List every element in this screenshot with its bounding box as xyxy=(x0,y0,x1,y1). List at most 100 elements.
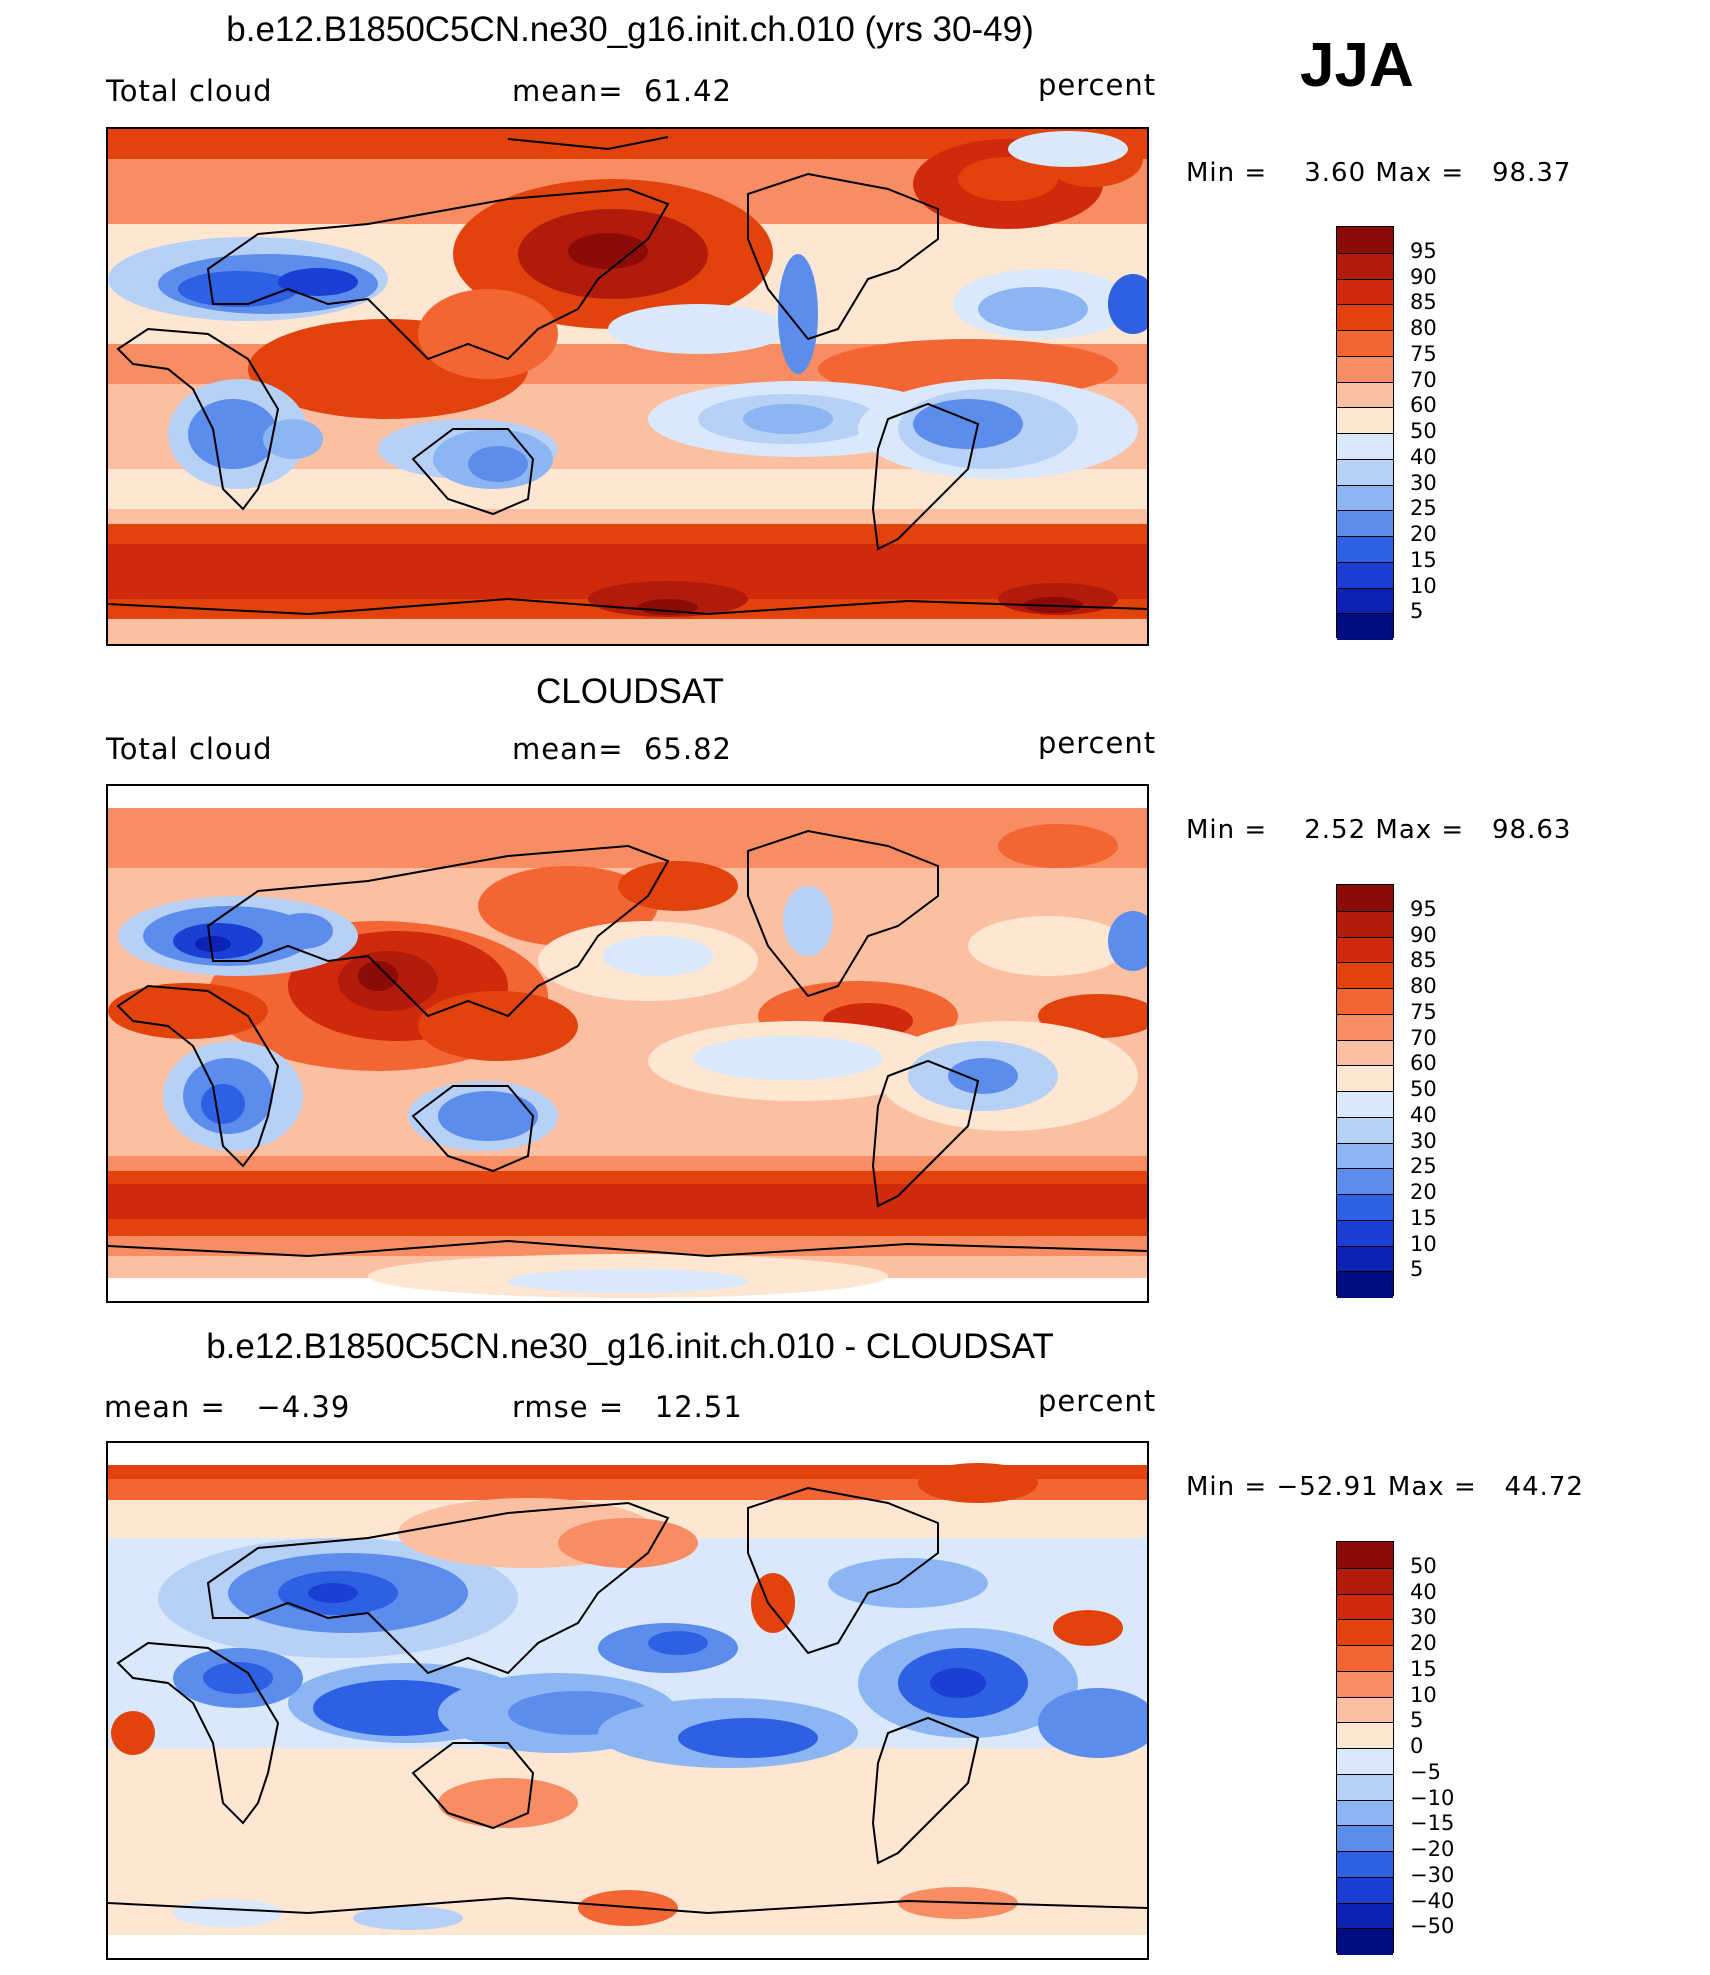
colorbar-swatch xyxy=(1337,433,1393,460)
colorbar-tick-label: 10 xyxy=(1410,573,1437,598)
panel-2-min-max: Min = 2.52 Max = 98.63 xyxy=(1186,815,1572,845)
panel-3-colorbar-box xyxy=(1336,1541,1394,1955)
colorbar-tick-label: 70 xyxy=(1410,1025,1437,1050)
panel-2-variable-label: Total cloud xyxy=(106,732,273,766)
colorbar-swatch xyxy=(1337,1593,1393,1620)
colorbar-tick-label: 70 xyxy=(1410,367,1437,392)
colorbar-swatch xyxy=(1337,1799,1393,1826)
colorbar-tick-label: 60 xyxy=(1410,1051,1437,1076)
colorbar-swatch xyxy=(1337,910,1393,937)
panel-2-mean-label: mean= 65.82 xyxy=(512,732,732,766)
colorbar-tick-label: 5 xyxy=(1410,1257,1424,1282)
colorbar-tick-label: 40 xyxy=(1410,1579,1437,1604)
panel-3-mean-label: mean = −4.39 xyxy=(104,1390,351,1424)
colorbar-swatch xyxy=(1337,1013,1393,1040)
colorbar-swatch xyxy=(1337,278,1393,305)
colorbar-tick-label: 20 xyxy=(1410,522,1437,546)
colorbar-swatch xyxy=(1337,1065,1393,1092)
panel-3-title: b.e12.B1850C5CN.ne30_g16.init.ch.010 - C… xyxy=(206,1327,1054,1366)
colorbar-tick-label: 60 xyxy=(1410,393,1437,418)
colorbar-swatch xyxy=(1337,962,1393,989)
colorbar-tick-label: 15 xyxy=(1410,1656,1437,1681)
colorbar-swatch xyxy=(1337,1116,1393,1143)
colorbar-tick-label: 50 xyxy=(1410,1553,1437,1578)
colorbar-swatch xyxy=(1337,1696,1393,1723)
colorbar-swatch xyxy=(1337,407,1393,434)
colorbar-tick-label: 90 xyxy=(1410,922,1437,947)
colorbar-swatch xyxy=(1337,1851,1393,1878)
colorbar-tick-label: 90 xyxy=(1410,264,1437,289)
panel-1-contour-field xyxy=(108,129,1147,644)
colorbar-swatch xyxy=(1337,252,1393,279)
colorbar-swatch xyxy=(1337,355,1393,382)
colorbar-tick-label: 0 xyxy=(1410,1734,1424,1758)
colorbar-swatch xyxy=(1337,1542,1393,1569)
colorbar-swatch xyxy=(1337,988,1393,1015)
colorbar-swatch xyxy=(1337,1645,1393,1672)
colorbar-swatch xyxy=(1337,561,1393,588)
panel-2-title: CLOUDSAT xyxy=(536,672,724,711)
colorbar-swatch xyxy=(1337,1902,1393,1929)
colorbar-swatch xyxy=(1337,1039,1393,1066)
panel-1-min-max: Min = 3.60 Max = 98.37 xyxy=(1186,158,1572,188)
colorbar-swatch xyxy=(1337,1928,1393,1955)
colorbar-tick-label: −10 xyxy=(1410,1785,1455,1810)
colorbar-swatch xyxy=(1337,1748,1393,1775)
colorbar-tick-label: 15 xyxy=(1410,547,1437,572)
colorbar-tick-label: 10 xyxy=(1410,1682,1437,1707)
colorbar-tick-label: 85 xyxy=(1410,290,1437,315)
panel-2-units-label: percent xyxy=(1038,726,1157,760)
colorbar-tick-label: 95 xyxy=(1410,238,1437,263)
season-label: JJA xyxy=(1300,31,1414,100)
colorbar-swatch xyxy=(1337,227,1393,254)
colorbar-swatch xyxy=(1337,536,1393,563)
panel-2-colorbar-box xyxy=(1336,884,1394,1298)
colorbar-swatch xyxy=(1337,1142,1393,1169)
colorbar-tick-label: 40 xyxy=(1410,444,1437,469)
panel-1-title: b.e12.B1850C5CN.ne30_g16.init.ch.010 (yr… xyxy=(226,10,1034,49)
colorbar-swatch xyxy=(1337,381,1393,408)
panel-2-contour-field xyxy=(108,786,1147,1301)
panel-2-map xyxy=(106,784,1149,1303)
colorbar-tick-label: 25 xyxy=(1410,496,1437,521)
colorbar-tick-label: 40 xyxy=(1410,1102,1437,1127)
colorbar-swatch xyxy=(1337,1722,1393,1749)
panel-1-colorbar-box xyxy=(1336,226,1394,640)
colorbar-tick-label: 50 xyxy=(1410,1077,1437,1101)
colorbar-tick-label: −5 xyxy=(1410,1759,1441,1784)
panel-3-units-label: percent xyxy=(1038,1384,1157,1418)
colorbar-tick-label: 15 xyxy=(1410,1205,1437,1230)
colorbar-tick-label: 30 xyxy=(1410,470,1437,495)
colorbar-tick-label: 5 xyxy=(1410,1708,1424,1733)
colorbar-tick-label: 80 xyxy=(1410,974,1437,998)
colorbar-swatch xyxy=(1337,1876,1393,1903)
colorbar-tick-label: 20 xyxy=(1410,1631,1437,1655)
colorbar-swatch xyxy=(1337,484,1393,511)
colorbar-swatch xyxy=(1337,587,1393,614)
colorbar-tick-label: −50 xyxy=(1410,1914,1455,1939)
colorbar-swatch xyxy=(1337,1194,1393,1221)
colorbar-tick-label: 20 xyxy=(1410,1180,1437,1204)
colorbar-tick-label: −40 xyxy=(1410,1888,1455,1913)
colorbar-swatch xyxy=(1337,1670,1393,1697)
colorbar-swatch xyxy=(1337,1168,1393,1195)
colorbar-swatch xyxy=(1337,613,1393,640)
colorbar-swatch xyxy=(1337,885,1393,912)
colorbar-tick-label: 10 xyxy=(1410,1231,1437,1256)
colorbar-tick-label: 75 xyxy=(1410,999,1437,1024)
panel-3-min-max: Min = −52.91 Max = 44.72 xyxy=(1186,1472,1584,1502)
colorbar-swatch xyxy=(1337,936,1393,963)
colorbar-tick-label: −20 xyxy=(1410,1837,1455,1861)
colorbar-swatch xyxy=(1337,1567,1393,1594)
colorbar-swatch xyxy=(1337,1219,1393,1246)
colorbar-tick-label: 25 xyxy=(1410,1154,1437,1179)
colorbar-tick-label: 30 xyxy=(1410,1605,1437,1630)
panel-3-rmse-label: rmse = 12.51 xyxy=(512,1390,743,1424)
colorbar-swatch xyxy=(1337,1245,1393,1272)
colorbar-swatch xyxy=(1337,1825,1393,1852)
colorbar-swatch xyxy=(1337,304,1393,331)
panel-1-units-label: percent xyxy=(1038,68,1157,102)
colorbar-tick-label: 95 xyxy=(1410,896,1437,921)
panel-3-map xyxy=(106,1441,1149,1960)
colorbar-tick-label: −30 xyxy=(1410,1862,1455,1887)
